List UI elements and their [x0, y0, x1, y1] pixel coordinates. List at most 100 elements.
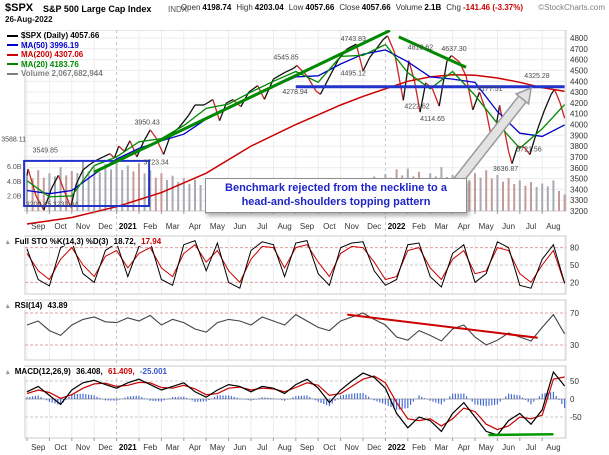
- svg-text:Nov: Nov: [345, 222, 359, 231]
- svg-text:6.0B: 6.0B: [7, 164, 22, 171]
- svg-text:3300: 3300: [570, 196, 588, 205]
- svg-text:Feb: Feb: [412, 443, 426, 452]
- legend-label: Volume 2,067,682,944: [21, 69, 103, 78]
- quote-value: 4057.66: [305, 3, 335, 12]
- exchange-label: INDX: [168, 5, 188, 14]
- legend-label: MA(50) 3996.19: [21, 40, 79, 50]
- ma200-line: [26, 74, 565, 225]
- panel-collapse-icon: ▴: [6, 369, 10, 376]
- svg-text:Apr: Apr: [189, 443, 202, 452]
- price-point-labels: 3588.11 3549.85 3209.45 3233.94 3950.43 3723.…: [1, 36, 550, 208]
- legend-item: MA(200) 4307.06: [7, 50, 103, 60]
- svg-text:Aug: Aug: [277, 443, 291, 452]
- svg-text:3721.56: 3721.56: [516, 146, 541, 153]
- annotation-text: Benchmark rejected from the neckline to …: [225, 182, 447, 209]
- svg-text:Apr: Apr: [189, 222, 202, 231]
- macd-histogram: [26, 391, 566, 410]
- signal-value: 61.409,: [107, 367, 135, 376]
- svg-text:Sep: Sep: [31, 222, 46, 231]
- svg-text:-50: -50: [570, 413, 582, 422]
- svg-text:Oct: Oct: [54, 222, 67, 231]
- quote-label: High: [236, 3, 253, 12]
- svg-text:Jun: Jun: [502, 222, 515, 231]
- svg-text:Oct: Oct: [54, 443, 67, 452]
- svg-text:50: 50: [570, 261, 579, 270]
- svg-text:3233.94: 3233.94: [53, 202, 78, 209]
- svg-text:3209.45: 3209.45: [26, 202, 51, 209]
- svg-text:4400: 4400: [570, 77, 588, 86]
- hist-value: -25.001: [139, 367, 168, 376]
- svg-text:Jul: Jul: [526, 443, 536, 452]
- svg-text:Feb: Feb: [143, 222, 157, 231]
- price-legend: $SPX (Daily) 4057.66 MA(50) 3996.19 MA(200…: [7, 31, 103, 79]
- copyright: ©StockCharts.com: [538, 3, 605, 12]
- svg-text:3600: 3600: [570, 164, 588, 173]
- svg-text:3636.87: 3636.87: [493, 166, 518, 173]
- svg-text:Apr: Apr: [458, 222, 471, 231]
- svg-text:4500: 4500: [570, 66, 588, 75]
- consolidation-rectangle: [23, 159, 151, 207]
- ma20-line: [26, 43, 566, 198]
- svg-text:30: 30: [570, 341, 579, 350]
- legend-swatch-icon: [7, 53, 18, 56]
- svg-text:Jun: Jun: [233, 443, 246, 452]
- svg-text:Dec: Dec: [98, 222, 112, 231]
- svg-text:4100: 4100: [570, 110, 588, 119]
- quote-value: 4203.04: [254, 3, 284, 12]
- svg-text:3588.11: 3588.11: [1, 137, 26, 144]
- svg-text:3400: 3400: [570, 185, 588, 194]
- legend-item: Volume 2,067,682,944: [7, 69, 103, 79]
- svg-text:50: 50: [570, 377, 579, 386]
- legend-item: MA(20) 4183.76: [7, 60, 103, 70]
- quote-strip: Open 4198.74 High 4203.04 Low 4057.66 Close 405…: [176, 3, 523, 12]
- macd-value: 36.408,: [76, 367, 103, 376]
- svg-text:4700: 4700: [570, 45, 588, 54]
- svg-text:Mar: Mar: [166, 443, 180, 452]
- svg-text:2022: 2022: [388, 443, 406, 452]
- legend-item: MA(50) 3996.19: [7, 41, 103, 51]
- svg-text:Dec: Dec: [367, 443, 381, 452]
- svg-text:4.0B: 4.0B: [7, 179, 22, 186]
- downtrend-line: [398, 35, 467, 69]
- legend-swatch-icon: [7, 72, 18, 75]
- svg-text:Nov: Nov: [76, 222, 90, 231]
- svg-text:Aug: Aug: [277, 222, 291, 231]
- svg-text:2.0B: 2.0B: [7, 194, 22, 201]
- svg-text:4325.28: 4325.28: [524, 73, 549, 80]
- chart-date: 26-Aug-2022: [5, 15, 53, 24]
- chart-header: $SPX S&P 500 Large Cap Index INDX Open 41…: [0, 0, 609, 30]
- svg-text:Mar: Mar: [435, 443, 449, 452]
- volume-axis-labels: 6.0B 4.0B 2.0B: [7, 164, 22, 201]
- svg-text:80: 80: [570, 244, 579, 253]
- svg-text:Nov: Nov: [345, 443, 359, 452]
- quote-value: 2.1B: [424, 3, 442, 12]
- x-axis-labels-top: Sep Oct Nov Dec 2021 Feb Mar Apr May Jun Jul Aug Sep…: [26, 211, 561, 231]
- svg-text:Feb: Feb: [412, 222, 426, 231]
- svg-text:Aug: Aug: [546, 222, 560, 231]
- svg-text:May: May: [479, 443, 494, 452]
- svg-text:4545.85: 4545.85: [273, 55, 298, 62]
- svg-text:3700: 3700: [570, 153, 588, 162]
- macd-label: MACD(12,26,9): [14, 367, 71, 376]
- svg-text:3900: 3900: [570, 131, 588, 140]
- ticker-symbol: $SPX: [5, 2, 34, 14]
- svg-text:4200: 4200: [570, 99, 588, 108]
- quote-value: 4057.66: [361, 3, 391, 12]
- legend-label: MA(200) 4307.06: [21, 50, 84, 59]
- svg-text:Jul: Jul: [526, 222, 536, 231]
- svg-text:4800: 4800: [570, 34, 588, 43]
- rsi-panel: 70 30: [25, 309, 579, 350]
- svg-text:4300: 4300: [570, 88, 588, 97]
- svg-text:2022: 2022: [388, 222, 406, 231]
- rsi-value: 43.89: [47, 301, 68, 310]
- svg-text:3800: 3800: [570, 142, 588, 151]
- svg-text:0: 0: [570, 395, 575, 404]
- quote-label: Volume: [395, 3, 423, 12]
- svg-text:4000: 4000: [570, 121, 588, 130]
- index-name: S&P 500 Large Cap Index: [43, 4, 152, 14]
- svg-text:Oct: Oct: [323, 443, 336, 452]
- svg-text:3723.34: 3723.34: [144, 159, 169, 166]
- panel-collapse-icon: ▴: [6, 239, 10, 246]
- quote-value: 4198.74: [202, 3, 232, 12]
